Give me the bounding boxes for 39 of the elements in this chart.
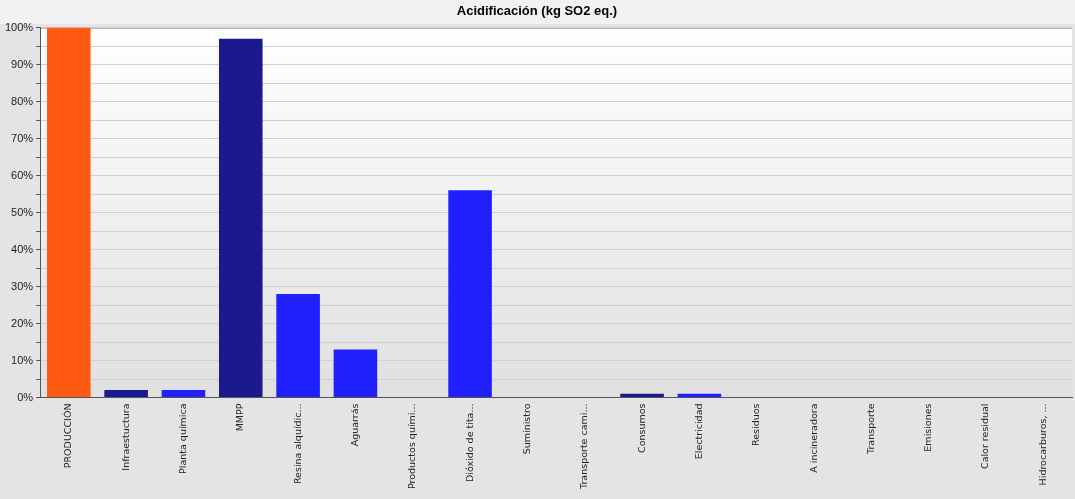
bar xyxy=(448,190,492,398)
x-tick-label: MMPP xyxy=(234,403,246,432)
y-tick-label: 20% xyxy=(11,316,34,329)
x-tick-label: Infraestuctura xyxy=(119,403,131,471)
y-tick-label: 30% xyxy=(11,279,34,292)
y-tick-label: 10% xyxy=(11,353,34,366)
x-tick-label: Consumos xyxy=(635,403,647,453)
bar xyxy=(333,349,378,398)
x-tick-label: Aguarrás xyxy=(348,403,360,447)
bar xyxy=(47,27,91,398)
x-tick-label: Suministro xyxy=(520,403,532,455)
x-tick-label: Transporte cami... xyxy=(578,403,590,490)
x-tick-label: Resina alquídic... xyxy=(291,403,303,485)
x-tick-label: Planta química xyxy=(176,403,188,474)
x-tick-label: Productos quími... xyxy=(406,403,418,489)
y-tick-label: 0% xyxy=(17,390,34,403)
x-tick-label: Transporte xyxy=(864,403,876,455)
bar xyxy=(161,390,206,398)
chart-title: Acidificación (kg SO2 eq.) xyxy=(456,3,618,19)
x-tick-label: Calor residual xyxy=(979,403,991,469)
x-tick-label: Hidrocarburos, ... xyxy=(1036,403,1048,486)
x-tick-label: Dióxido de tita... xyxy=(463,403,475,482)
bar xyxy=(104,390,148,398)
y-tick-label: 100% xyxy=(4,20,34,33)
bar xyxy=(218,38,263,398)
y-tick-label: 90% xyxy=(11,57,34,70)
x-tick-label: Emisiones xyxy=(922,403,934,452)
y-tick-label: 60% xyxy=(11,168,34,181)
y-tick-label: 80% xyxy=(11,94,34,107)
x-tick-label: A incineradora xyxy=(807,403,819,473)
bar xyxy=(276,293,320,398)
y-tick-label: 70% xyxy=(11,131,34,144)
x-tick-label: Residuos xyxy=(750,403,762,446)
bar xyxy=(620,393,664,398)
x-tick-label: Electricidad xyxy=(692,403,704,460)
x-tick-label: PRODUCCIÓN xyxy=(62,403,74,469)
y-tick-label: 40% xyxy=(11,242,34,255)
y-tick-label: 50% xyxy=(11,205,34,218)
bar xyxy=(677,393,722,398)
